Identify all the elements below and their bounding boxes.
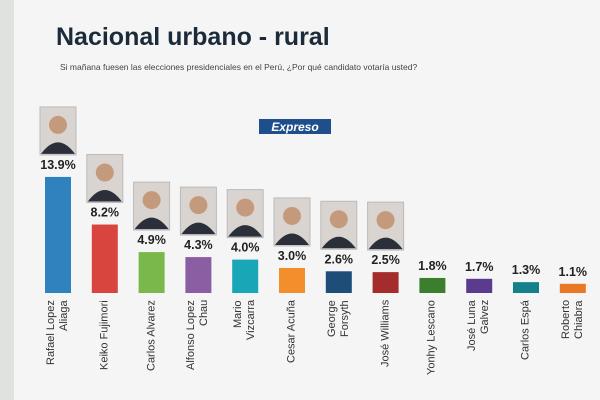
x-tick-label: Yonhy Lescano — [425, 300, 438, 375]
bar — [513, 282, 539, 293]
bar — [185, 257, 212, 293]
chart-subtitle: Si mañana fuesen las elecciones presiden… — [60, 62, 417, 72]
value-label: 4.0% — [231, 241, 260, 255]
value-label: 1.7% — [465, 260, 494, 274]
photo-head — [95, 163, 114, 182]
photo-head — [236, 198, 255, 217]
value-label: 1.1% — [559, 265, 588, 279]
photo-head — [49, 115, 67, 134]
photo-body — [368, 237, 403, 250]
photo-body — [228, 225, 263, 237]
photo-head — [189, 196, 208, 215]
photo-body — [41, 142, 75, 154]
x-tick-label: Roberto Chiabra — [559, 300, 585, 340]
photo-body — [275, 233, 309, 245]
value-label: 1.8% — [418, 259, 447, 273]
value-label: 2.5% — [371, 253, 400, 267]
value-label: 1.3% — [512, 263, 541, 277]
photo-head — [329, 210, 348, 229]
bar — [45, 176, 71, 293]
x-tick-label: José Williams — [379, 300, 392, 368]
photo-body — [87, 190, 122, 202]
value-label: 8.2% — [91, 206, 120, 220]
value-label: 13.9% — [40, 158, 75, 172]
value-label: 3.0% — [278, 249, 307, 263]
logo: Expreso — [271, 120, 318, 134]
bar — [279, 267, 305, 293]
value-label: 4.9% — [137, 233, 166, 247]
x-tick-label: George Forsyth — [325, 300, 351, 337]
photo-head — [142, 191, 161, 210]
bar — [559, 283, 586, 293]
photo-body — [181, 222, 216, 235]
photo-body — [134, 217, 169, 230]
x-tick-label: Cesar Acuña — [285, 300, 298, 363]
x-tick-label: Carlos Alvarez — [145, 300, 158, 371]
left-edge — [0, 0, 14, 400]
photo-head — [376, 211, 395, 230]
bar — [138, 252, 165, 293]
photo-head — [283, 206, 301, 225]
photo-body — [321, 236, 356, 249]
bar — [466, 278, 493, 293]
x-tick-label: Rafael Lopez Aliaga — [45, 300, 70, 365]
x-tick-label: José Luna Galvez — [466, 300, 492, 351]
logo-box — [259, 119, 331, 134]
x-tick-label: Mario Vizcarra — [232, 300, 258, 341]
x-tick-label: Alfonso Lopez Chau — [185, 300, 211, 370]
bar — [372, 272, 399, 293]
value-label: 2.6% — [325, 252, 354, 266]
x-tick-label: Carlos Espá — [519, 300, 532, 360]
bar — [419, 277, 446, 293]
chart-title: Nacional urbano - rural — [56, 23, 330, 51]
bar — [325, 271, 352, 293]
value-label: 4.3% — [184, 238, 213, 252]
bar — [91, 224, 118, 293]
bar — [232, 259, 259, 293]
x-tick-label: Keiko Fujimori — [98, 300, 111, 370]
